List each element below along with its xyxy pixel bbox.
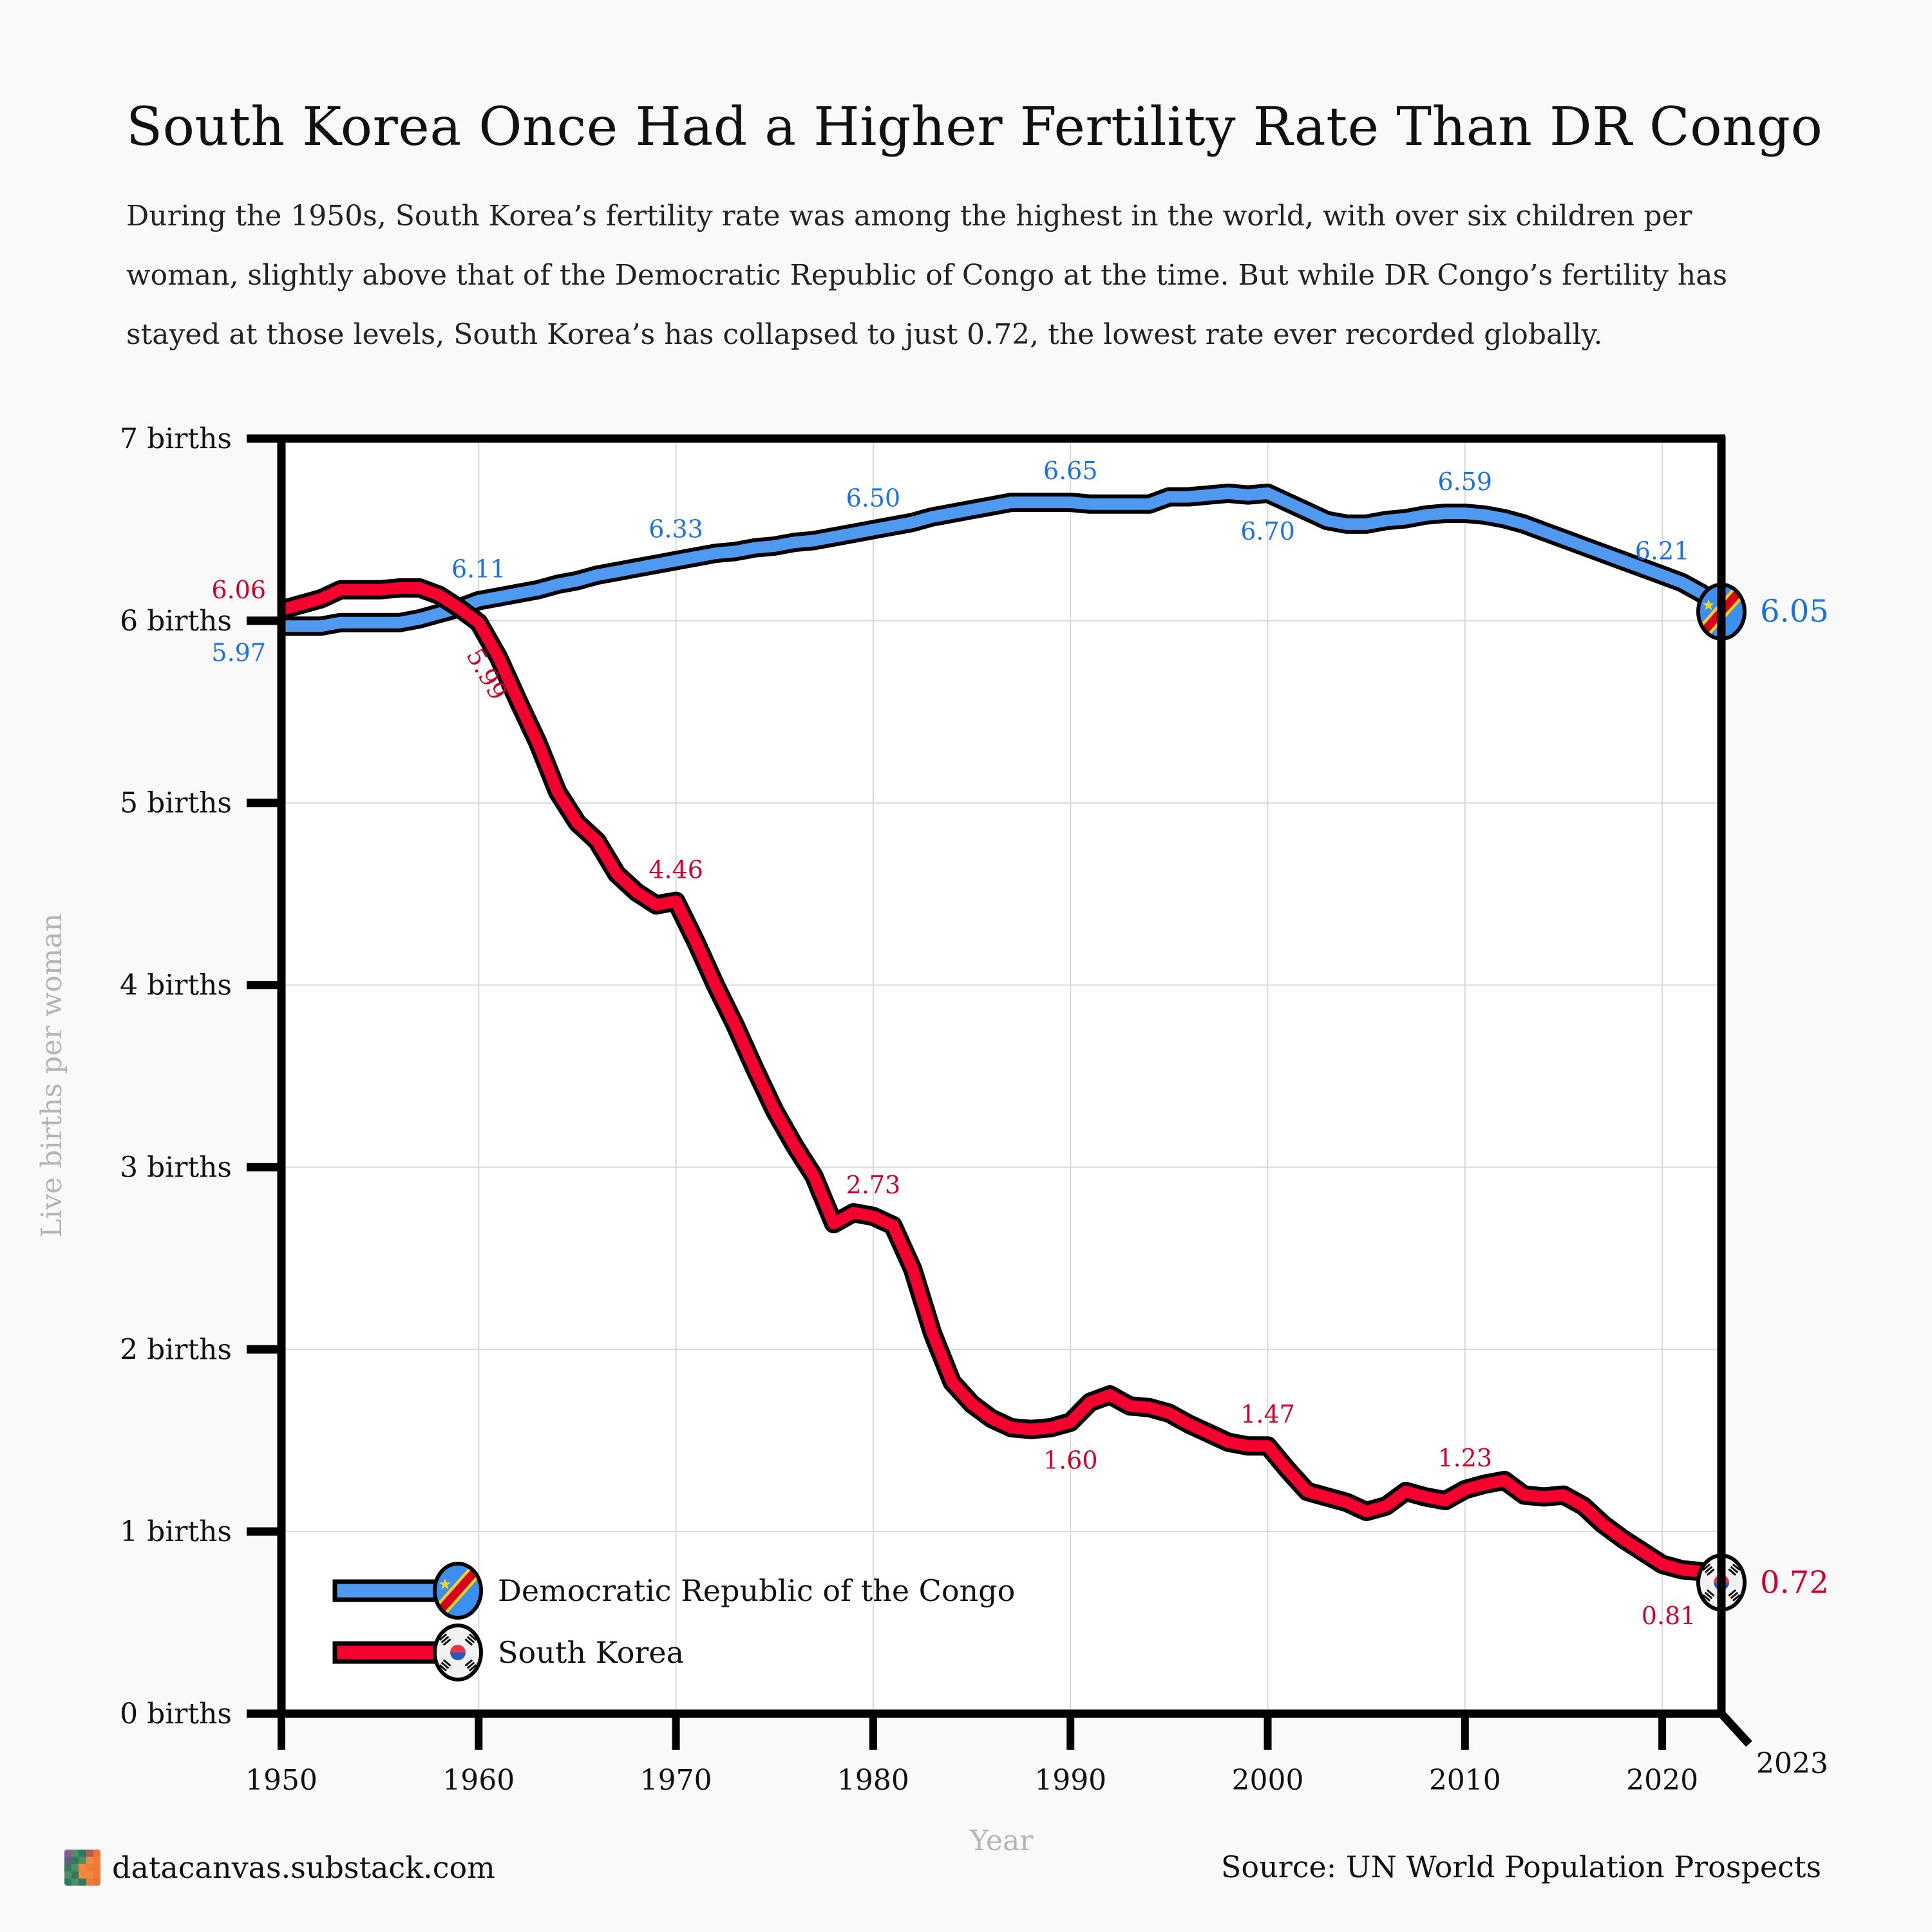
data-label: 4.46 bbox=[649, 855, 703, 884]
grid-lines bbox=[281, 439, 1721, 1714]
data-label: 2.73 bbox=[846, 1171, 901, 1199]
series-line-south-korea bbox=[279, 582, 1725, 1588]
chart-title: South Korea Once Had a Higher Fertility … bbox=[126, 97, 1823, 158]
x-tick-label: 1990 bbox=[1034, 1764, 1106, 1797]
end-value-label: 0.72 bbox=[1760, 1564, 1829, 1600]
datacanvas-logo-icon bbox=[64, 1850, 100, 1886]
svg-text:★: ★ bbox=[1701, 596, 1716, 614]
logo-cell bbox=[71, 1850, 79, 1857]
x-tick-label: 2010 bbox=[1429, 1764, 1501, 1797]
x-tick-label: 1980 bbox=[837, 1764, 909, 1797]
chart-subtitle: During the 1950s, South Korea’s fertilit… bbox=[126, 200, 1728, 351]
y-tick-label: 6 births bbox=[120, 605, 232, 638]
legend: ★ Democratic Republic of the Congo South K… bbox=[332, 1562, 1015, 1681]
x-tick-label: 1970 bbox=[640, 1764, 712, 1797]
logo-cell bbox=[64, 1871, 72, 1879]
drc-flag-icon: ★ bbox=[433, 1562, 483, 1620]
logo-cell bbox=[71, 1871, 79, 1879]
logo-cell bbox=[93, 1850, 100, 1857]
logo-cell bbox=[79, 1864, 86, 1871]
data-label: 1.60 bbox=[1043, 1446, 1098, 1474]
data-label: 6.70 bbox=[1240, 517, 1295, 545]
series-line-drc bbox=[281, 487, 1726, 632]
data-label: 6.65 bbox=[1043, 457, 1098, 485]
logo-cell bbox=[64, 1878, 72, 1886]
data-label: 6.06 bbox=[211, 576, 266, 604]
logo-cell bbox=[86, 1878, 93, 1886]
y-tick-label: 2 births bbox=[120, 1333, 232, 1366]
data-label: 6.33 bbox=[649, 515, 703, 544]
logo-cell bbox=[71, 1878, 79, 1886]
site-link[interactable]: datacanvas.substack.com bbox=[112, 1850, 495, 1885]
logo-cell bbox=[64, 1850, 72, 1857]
logo-cell bbox=[93, 1857, 100, 1864]
axes: 0 births 1 births 2 births 3 births 4 births… bbox=[35, 422, 1828, 1857]
data-label: 6.50 bbox=[846, 484, 901, 512]
logo-cell bbox=[71, 1857, 79, 1864]
y-tick-label: 7 births bbox=[120, 422, 232, 455]
y-tick-label: 3 births bbox=[120, 1151, 232, 1184]
legend-label: Democratic Republic of the Congo bbox=[498, 1573, 1015, 1608]
svg-text:★: ★ bbox=[438, 1575, 452, 1593]
data-labels: 6.05 5.97 6.11 6.33 6.50 6.65 6.70 6.59 6.21 0.72… bbox=[211, 457, 1828, 1630]
legend-label: South Korea bbox=[498, 1635, 684, 1670]
logo-cell bbox=[79, 1871, 86, 1879]
legend-item: ★ Democratic Republic of the Congo bbox=[332, 1562, 1015, 1620]
x-axis-title: Year bbox=[969, 1824, 1034, 1857]
logo-cell bbox=[71, 1864, 79, 1871]
end-value-label: 6.05 bbox=[1760, 594, 1829, 630]
data-label: 5.97 bbox=[211, 638, 266, 667]
south-korea-flag-icon bbox=[433, 1624, 483, 1681]
logo-cell bbox=[79, 1878, 86, 1886]
logo-cell bbox=[64, 1857, 72, 1864]
x-end-label: 2023 bbox=[1756, 1747, 1828, 1780]
logo-cell bbox=[79, 1850, 86, 1857]
x-tick-label: 1950 bbox=[245, 1764, 317, 1797]
data-label: 1.23 bbox=[1438, 1444, 1493, 1472]
data-label: 6.21 bbox=[1635, 536, 1690, 565]
x-tick-label: 2000 bbox=[1232, 1764, 1304, 1797]
legend-item: South Korea bbox=[332, 1624, 684, 1681]
data-label: 0.81 bbox=[1642, 1602, 1696, 1630]
logo-cell bbox=[93, 1871, 100, 1879]
logo-cell bbox=[93, 1864, 100, 1871]
logo-cell bbox=[64, 1864, 72, 1871]
y-tick-label: 4 births bbox=[120, 969, 232, 1002]
logo-cell bbox=[86, 1850, 93, 1857]
logo-cell bbox=[86, 1857, 93, 1864]
logo-cell bbox=[86, 1871, 93, 1879]
y-axis-title: Live births per woman bbox=[35, 913, 68, 1238]
logo-cell bbox=[86, 1864, 93, 1871]
legend-swatch bbox=[332, 1579, 447, 1602]
end-year-tick bbox=[1718, 1710, 1752, 1747]
data-label: 1.47 bbox=[1240, 1400, 1295, 1428]
x-tick-label: 1960 bbox=[442, 1764, 515, 1797]
plot-background bbox=[281, 439, 1721, 1714]
legend-swatch bbox=[332, 1641, 447, 1664]
logo-cell bbox=[79, 1857, 86, 1864]
logo-cell bbox=[93, 1878, 100, 1886]
x-tick-label: 2020 bbox=[1626, 1764, 1698, 1797]
y-tick-label: 0 births bbox=[120, 1698, 232, 1730]
source-note: Source: UN World Population Prospects bbox=[1220, 1850, 1821, 1884]
data-label: 6.59 bbox=[1438, 468, 1493, 496]
y-tick-label: 5 births bbox=[120, 787, 232, 820]
y-tick-label: 1 births bbox=[120, 1515, 232, 1548]
data-label: 6.11 bbox=[451, 555, 506, 583]
footer-brand: datacanvas.substack.com bbox=[64, 1850, 495, 1886]
